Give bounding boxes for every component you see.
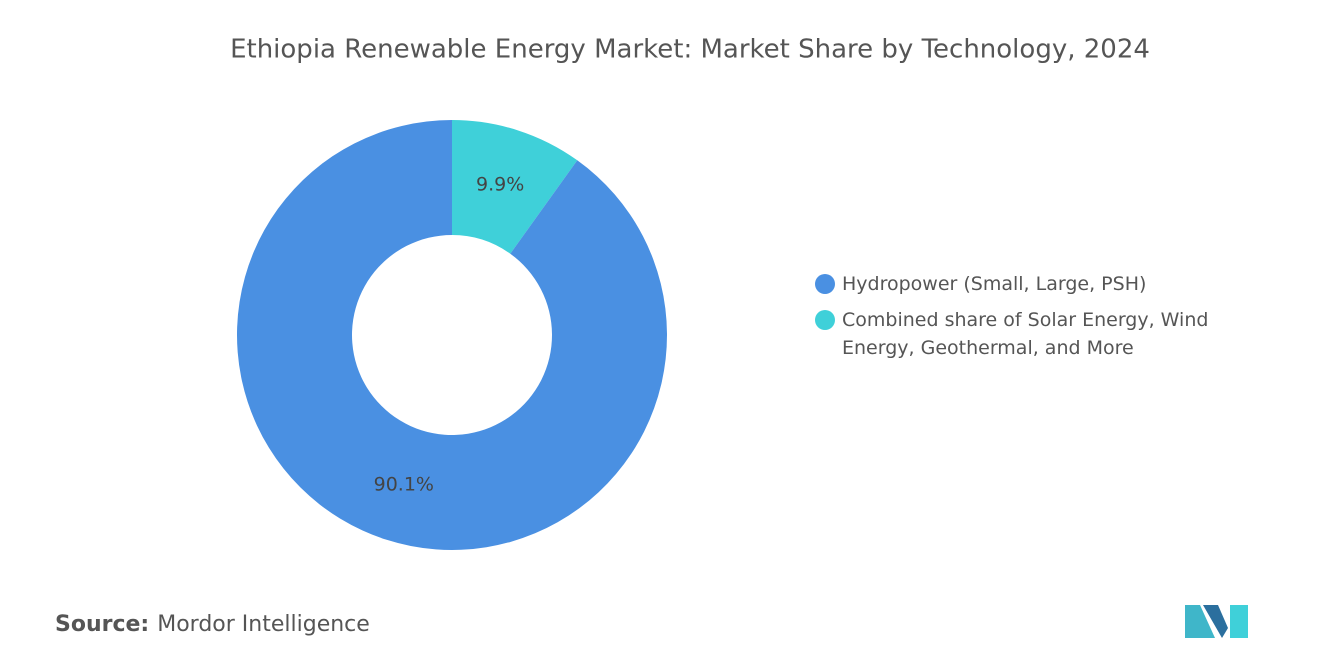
legend-item: Hydropower (Small, Large, PSH) [815, 270, 1235, 298]
legend-label: Hydropower (Small, Large, PSH) [842, 273, 1147, 295]
legend-label: Combined share of Solar Energy, Wind Ene… [842, 309, 1209, 359]
legend: Hydropower (Small, Large, PSH) Combined s… [815, 270, 1235, 370]
chart-title: Ethiopia Renewable Energy Market: Market… [230, 35, 1150, 65]
data-label: 9.9% [476, 174, 524, 196]
slice [452, 120, 578, 254]
slice [236, 120, 667, 550]
source-text: Mordor Intelligence [157, 612, 370, 637]
logo [1185, 605, 1248, 638]
data-label: 90.1% [374, 473, 434, 495]
source-label: Source: [55, 612, 150, 637]
legend-item: Combined share of Solar Energy, Wind Ene… [815, 306, 1235, 362]
legend-swatch [815, 274, 835, 294]
source: Source: Mordor Intelligence [55, 612, 370, 637]
legend-swatch [815, 310, 835, 330]
